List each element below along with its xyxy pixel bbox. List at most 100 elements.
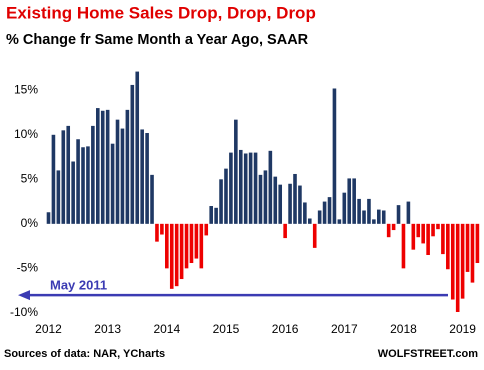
bar: [470, 223, 475, 283]
bar: [115, 119, 120, 224]
bar: [61, 130, 66, 224]
bar: [125, 109, 130, 224]
bar: [322, 201, 327, 224]
bar: [401, 223, 406, 269]
x-tick-label: 2017: [331, 322, 358, 336]
bar: [362, 210, 366, 224]
x-tick-label: 2018: [390, 322, 417, 336]
x-tick-label: 2012: [35, 322, 62, 336]
bar: [120, 128, 125, 224]
bar: [110, 143, 115, 224]
bar: [386, 223, 391, 238]
bar: [51, 134, 56, 224]
y-tick-label: 15%: [14, 82, 38, 96]
bar: [169, 223, 174, 289]
bar: [105, 109, 110, 224]
bar: [377, 209, 381, 224]
bar: [283, 223, 287, 239]
bar: [431, 223, 435, 237]
bar: [327, 197, 332, 224]
bar: [81, 147, 85, 224]
bar: [219, 179, 223, 224]
arrow-head: [18, 290, 30, 301]
bar: [278, 184, 283, 224]
bar: [465, 223, 470, 272]
chart-title: Existing Home Sales Drop, Drop, Drop: [6, 3, 316, 22]
bar: [248, 152, 253, 224]
bar: [411, 223, 416, 250]
bar: [436, 223, 440, 230]
y-tick-label: -10%: [10, 305, 38, 319]
bar: [347, 178, 352, 224]
bar: [312, 223, 317, 248]
bar: [209, 206, 213, 224]
bar: [238, 149, 243, 224]
bar: [204, 223, 209, 236]
bar: [199, 223, 204, 269]
bar: [352, 178, 356, 224]
bar: [337, 219, 342, 224]
bar: [184, 223, 189, 269]
bar: [332, 88, 337, 224]
brand: WOLFSTREET.com: [378, 348, 478, 360]
y-tick-label: -5%: [17, 261, 39, 275]
bar: [214, 207, 218, 224]
bar: [66, 125, 71, 224]
x-tick-label: 2014: [153, 322, 180, 336]
bar: [46, 212, 51, 224]
bar: [475, 223, 480, 264]
bar: [367, 198, 371, 224]
bar: [96, 108, 100, 224]
bar: [303, 202, 307, 224]
bar: [426, 223, 430, 255]
bar: [56, 170, 61, 224]
bar: [307, 218, 312, 224]
bar: [179, 223, 184, 280]
bar: [160, 223, 164, 235]
bar: [372, 219, 376, 224]
bar: [421, 223, 425, 244]
x-tick-label: 2019: [449, 322, 476, 336]
bar: [268, 150, 273, 224]
bar: [140, 129, 144, 224]
bar: [258, 174, 263, 224]
bar: [460, 223, 465, 299]
bar: [229, 152, 233, 224]
bar: [145, 133, 149, 224]
bar: [416, 223, 421, 238]
bar: [174, 223, 179, 287]
bar: [357, 198, 361, 224]
bar: [76, 139, 80, 224]
bar: [189, 223, 194, 264]
bar: [135, 71, 140, 224]
bar: [100, 110, 105, 224]
bar: [317, 210, 322, 224]
bar: [91, 125, 95, 224]
bar: [450, 223, 455, 300]
bar: [234, 119, 238, 224]
bar: [391, 223, 396, 231]
bar: [273, 176, 278, 224]
bar: [155, 223, 159, 242]
bar: [293, 173, 297, 224]
bar: [441, 223, 445, 255]
bar: [455, 223, 460, 312]
bar: [406, 201, 411, 224]
bar: [71, 161, 75, 224]
bar: [381, 210, 386, 224]
bar: [194, 223, 199, 259]
bar: [288, 183, 292, 224]
x-tick-label: 2013: [94, 322, 121, 336]
x-tick-label: 2015: [213, 322, 240, 336]
bar: [263, 170, 268, 224]
bar: [243, 153, 248, 224]
source: Sources of data: NAR, YCharts: [4, 348, 165, 360]
chart-subtitle: % Change fr Same Month a Year Ago, SAAR: [6, 32, 309, 48]
annotation-label: May 2011: [50, 278, 107, 293]
bar: [130, 84, 135, 224]
y-tick-label: 10%: [14, 127, 38, 141]
x-tick-label: 2016: [272, 322, 299, 336]
bar: [342, 192, 347, 224]
